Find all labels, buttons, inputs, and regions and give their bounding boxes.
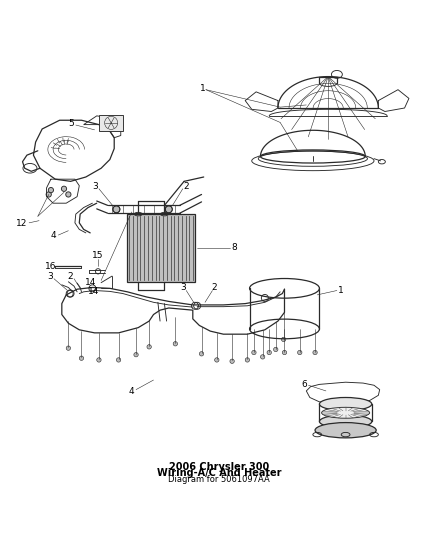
Text: 14: 14: [85, 278, 96, 287]
Text: 3: 3: [48, 272, 53, 280]
Ellipse shape: [321, 407, 370, 418]
Text: 5: 5: [69, 119, 74, 128]
Circle shape: [173, 342, 177, 346]
Text: 12: 12: [16, 219, 27, 228]
Text: 2: 2: [68, 272, 73, 280]
Circle shape: [79, 356, 84, 360]
FancyBboxPatch shape: [99, 115, 123, 131]
Circle shape: [261, 354, 265, 359]
Text: 1: 1: [200, 84, 205, 93]
Circle shape: [297, 350, 302, 354]
Text: 8: 8: [231, 244, 237, 253]
Circle shape: [274, 348, 278, 352]
Circle shape: [165, 206, 172, 213]
Text: 6: 6: [301, 380, 307, 389]
Circle shape: [117, 358, 121, 362]
Circle shape: [199, 352, 204, 356]
Circle shape: [252, 350, 256, 354]
FancyBboxPatch shape: [127, 214, 195, 282]
Text: Wiring-A/C And Heater: Wiring-A/C And Heater: [157, 469, 281, 479]
Text: 14: 14: [88, 287, 99, 296]
Circle shape: [313, 350, 317, 354]
Circle shape: [283, 350, 287, 354]
Text: 1: 1: [339, 286, 344, 295]
Text: 4: 4: [129, 387, 134, 397]
Circle shape: [61, 186, 67, 191]
Text: 16: 16: [45, 262, 57, 271]
Circle shape: [46, 192, 51, 197]
Text: 2: 2: [212, 283, 217, 292]
Text: 2006 Chrysler 300: 2006 Chrysler 300: [169, 462, 269, 472]
Circle shape: [113, 206, 120, 213]
Text: 2: 2: [184, 182, 189, 191]
Circle shape: [245, 358, 250, 362]
Text: Diagram for 5061097AA: Diagram for 5061097AA: [168, 475, 270, 484]
Ellipse shape: [319, 398, 372, 410]
Text: 4: 4: [50, 231, 56, 240]
Text: 15: 15: [92, 251, 104, 260]
Circle shape: [48, 188, 53, 193]
Circle shape: [147, 345, 151, 349]
Ellipse shape: [315, 423, 376, 438]
Circle shape: [215, 358, 219, 362]
Circle shape: [66, 346, 71, 350]
Circle shape: [230, 359, 234, 364]
Circle shape: [267, 350, 272, 354]
Text: 3: 3: [92, 182, 98, 191]
Ellipse shape: [319, 415, 372, 428]
Circle shape: [66, 192, 71, 197]
Text: 3: 3: [180, 283, 186, 292]
Circle shape: [282, 337, 286, 342]
Circle shape: [134, 352, 138, 357]
Circle shape: [97, 358, 101, 362]
